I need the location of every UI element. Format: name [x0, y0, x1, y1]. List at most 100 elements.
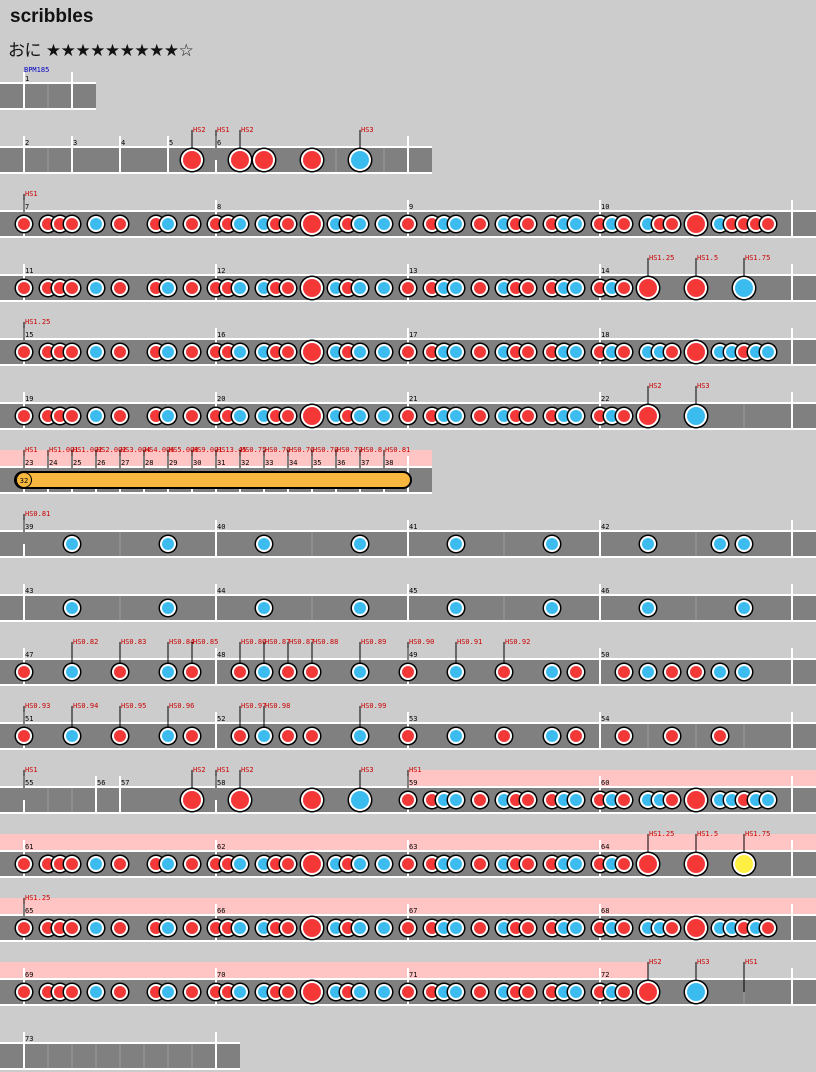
ka-note — [90, 858, 102, 870]
don-note — [474, 218, 486, 230]
don-note — [762, 922, 774, 934]
measure-number: 16 — [217, 331, 225, 339]
scroll-label: HS3 — [697, 958, 710, 966]
don-note — [186, 922, 198, 934]
big-don-note — [303, 983, 321, 1001]
don-note — [498, 730, 510, 742]
don-note — [18, 282, 30, 294]
don-note — [306, 666, 318, 678]
don-note — [114, 218, 126, 230]
scroll-label: HS0.98 — [265, 702, 290, 710]
ka-note — [378, 858, 390, 870]
don-note — [66, 346, 78, 358]
ka-note — [258, 666, 270, 678]
big-don-note — [687, 919, 705, 937]
ka-note — [450, 218, 462, 230]
ka-note — [378, 282, 390, 294]
ka-note — [450, 346, 462, 358]
measure-number: 23 — [25, 459, 33, 467]
ka-note — [234, 346, 246, 358]
ka-note — [762, 346, 774, 358]
big-don-note — [231, 791, 249, 809]
scroll-label: HS0.95 — [121, 702, 146, 710]
don-note — [234, 666, 246, 678]
measure-number: 43 — [25, 587, 33, 595]
don-note — [186, 410, 198, 422]
scroll-label: HS0.78 — [313, 446, 338, 454]
measure-number: 9 — [409, 203, 413, 211]
big-don-note — [303, 215, 321, 233]
don-note — [618, 730, 630, 742]
ka-note — [450, 730, 462, 742]
scroll-label: HS1.002 — [73, 446, 103, 454]
don-note — [66, 282, 78, 294]
scroll-label: HS1.001 — [49, 446, 79, 454]
big-don-note — [687, 791, 705, 809]
don-note — [618, 282, 630, 294]
don-note — [282, 346, 294, 358]
measure-number: 1 — [25, 75, 29, 83]
don-note — [18, 666, 30, 678]
measure-number: 29 — [169, 459, 177, 467]
big-don-note — [303, 855, 321, 873]
song-title: scribbles — [10, 6, 94, 27]
scroll-label: HS2 — [193, 766, 206, 774]
don-note — [114, 922, 126, 934]
don-note — [114, 666, 126, 678]
don-note — [282, 282, 294, 294]
measure-number: 42 — [601, 523, 609, 531]
scroll-label: HS1.5 — [697, 254, 718, 262]
ka-note — [378, 986, 390, 998]
ka-note — [258, 538, 270, 550]
big-ka-note — [735, 279, 753, 297]
measure-number: 3 — [73, 139, 77, 147]
scroll-label: HS0.96 — [169, 702, 194, 710]
measure-number: 58 — [217, 779, 225, 787]
ka-note — [450, 666, 462, 678]
don-note — [114, 282, 126, 294]
scroll-label: HS1 — [217, 766, 230, 774]
measure-number: 37 — [361, 459, 369, 467]
don-note — [282, 986, 294, 998]
measure-number: 22 — [601, 395, 609, 403]
scroll-label: HS2 — [241, 126, 254, 134]
ka-note — [450, 986, 462, 998]
ka-note — [90, 922, 102, 934]
don-note — [666, 922, 678, 934]
scroll-label: HS13.45 — [217, 446, 247, 454]
difficulty-stars: ★★★★★★★★★☆ — [45, 41, 194, 61]
ka-note — [90, 346, 102, 358]
ka-note — [570, 858, 582, 870]
measure-number: 68 — [601, 907, 609, 915]
big-don-note — [303, 151, 321, 169]
big-don-note — [303, 919, 321, 937]
don-note — [282, 730, 294, 742]
don-note — [282, 922, 294, 934]
don-note — [666, 794, 678, 806]
scroll-label: HS2 — [649, 958, 662, 966]
ka-note — [570, 282, 582, 294]
scroll-label: HS0.91 — [457, 638, 482, 646]
measure-number: 6 — [217, 139, 221, 147]
ka-note — [258, 602, 270, 614]
big-don-note — [183, 151, 201, 169]
ka-note — [162, 986, 174, 998]
measure-number: 10 — [601, 203, 609, 211]
scroll-label: HS1 — [25, 446, 38, 454]
ka-note — [570, 410, 582, 422]
don-note — [18, 858, 30, 870]
measure-number: 33 — [265, 459, 273, 467]
scroll-label: HS1.75 — [745, 830, 770, 838]
gogo-band — [0, 962, 648, 978]
ka-note — [66, 602, 78, 614]
measure-number: 66 — [217, 907, 225, 915]
ka-note — [714, 538, 726, 550]
don-note — [474, 410, 486, 422]
don-note — [474, 922, 486, 934]
measure-number: 31 — [217, 459, 225, 467]
scroll-label: HS0.90 — [409, 638, 434, 646]
scroll-label: HS3.004 — [121, 446, 151, 454]
scroll-label: HS3 — [361, 126, 374, 134]
don-note — [402, 794, 414, 806]
measure-number: 62 — [217, 843, 225, 851]
